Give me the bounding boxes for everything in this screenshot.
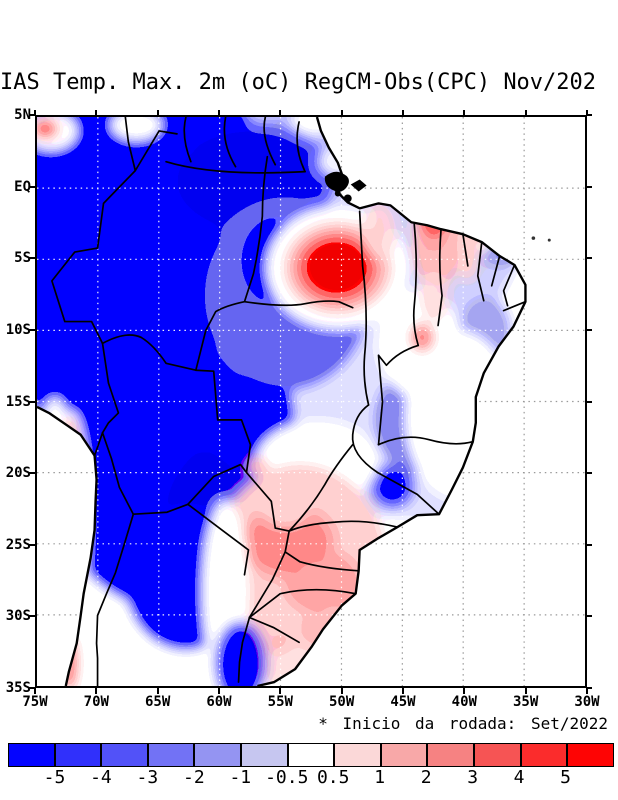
colorbar-segment [100,744,147,766]
colorbar-segment [379,744,427,766]
lat-tick [29,543,35,546]
lat-tick [587,185,592,188]
lat-tick [29,400,35,403]
colorbar-segment [53,744,101,766]
lon-tick [463,688,466,694]
lon-tick-label: 50W [329,694,355,710]
lat-tick-label: 5N [14,107,31,123]
colorbar-segment [566,744,613,766]
colorbar-segment [473,744,520,766]
lat-tick [587,687,592,689]
lat-tick-label: 30S [5,608,31,625]
lon-tick-label: 30W [574,694,600,710]
colorbar-tick-label: -0.5 [265,767,309,788]
bias-field [37,117,526,686]
colorbar-tick-label: 5 [560,767,571,788]
lon-tick [279,688,282,694]
colorbar-tick-label: -4 [90,767,112,788]
lon-tick-label: 60W [206,694,232,710]
colorbar-segment [519,744,567,766]
lat-tick [587,472,592,475]
lon-tick [524,110,527,115]
lon-tick [95,688,98,694]
land-gridlines [37,117,526,686]
lon-tick [585,110,588,115]
lon-tick-label: 65W [145,694,171,710]
lat-tick-label: 35S [5,680,31,696]
colorbar-segment [146,744,194,766]
lon-tick-label: 35W [513,694,539,710]
colorbar-tick-label: 3 [467,767,479,788]
lon-tick-label: 40W [451,694,477,710]
lon-tick [463,110,466,115]
lat-tick [587,114,592,116]
country-state-borders [51,117,527,686]
lon-tick-label: 55W [267,694,293,710]
run-start-note: * Inicio da rodada: Set/2022 [318,714,608,733]
lat-tick-label: 15S [5,393,31,410]
lat-tick [29,328,35,331]
lat-tick [29,472,35,475]
lat-tick [29,687,35,689]
map-plot-area [35,115,587,688]
lon-tick [217,688,220,694]
colorbar-tick-label: 2 [420,767,432,788]
lat-tick [587,400,592,403]
colorbar-segment [193,744,241,766]
lon-tick [217,110,220,115]
colorbar-segment [286,744,334,766]
lat-tick-label: 25S [5,536,31,553]
lat-tick [587,543,592,546]
lat-tick-label: 5S [14,250,31,267]
lon-tick [340,110,343,115]
lat-tick [29,615,35,618]
lon-tick [340,688,343,694]
lon-tick [401,688,404,694]
colorbar-tick-label: 1 [374,767,386,788]
lat-tick [29,185,35,188]
lon-tick [156,110,159,115]
lat-tick-label: 10S [5,321,31,338]
colorbar-segment [240,744,287,766]
lon-tick [156,688,159,694]
lat-tick-label: EQ [14,178,31,195]
colorbar-tick-label: -3 [136,767,159,788]
lon-tick-label: 75W [22,694,48,710]
colorbar-tick-label: -2 [183,767,205,788]
lon-tick [401,110,404,115]
colorbar-tick-label: 4 [513,767,525,788]
bias-map-canvas [37,117,585,686]
lon-tick [34,110,36,115]
colorbar-tick-label: 0.5 [316,767,350,788]
colorbar-segment [426,744,474,766]
lon-tick [585,688,588,694]
lat-tick-label: 20S [5,465,31,482]
colorbar-tick-label: -1 [229,767,252,788]
colorbar-tick-label: -5 [43,767,66,788]
lon-tick [524,688,527,694]
lat-tick [587,615,592,618]
lon-tick-label: 70W [83,694,109,710]
lat-tick [587,257,592,260]
lon-tick [34,688,36,694]
lat-tick [29,257,35,260]
lon-tick [279,110,282,115]
lon-tick-label: 45W [390,694,416,710]
colorbar [8,743,614,767]
colorbar-segment [9,744,54,766]
lon-tick [95,110,98,115]
chart-title: IAS Temp. Max. 2m (oC) RegCM-Obs(CPC) No… [0,70,597,95]
colorbar-segment [333,744,380,766]
lat-tick [29,114,35,116]
lat-tick [587,328,592,331]
islands [324,171,551,242]
